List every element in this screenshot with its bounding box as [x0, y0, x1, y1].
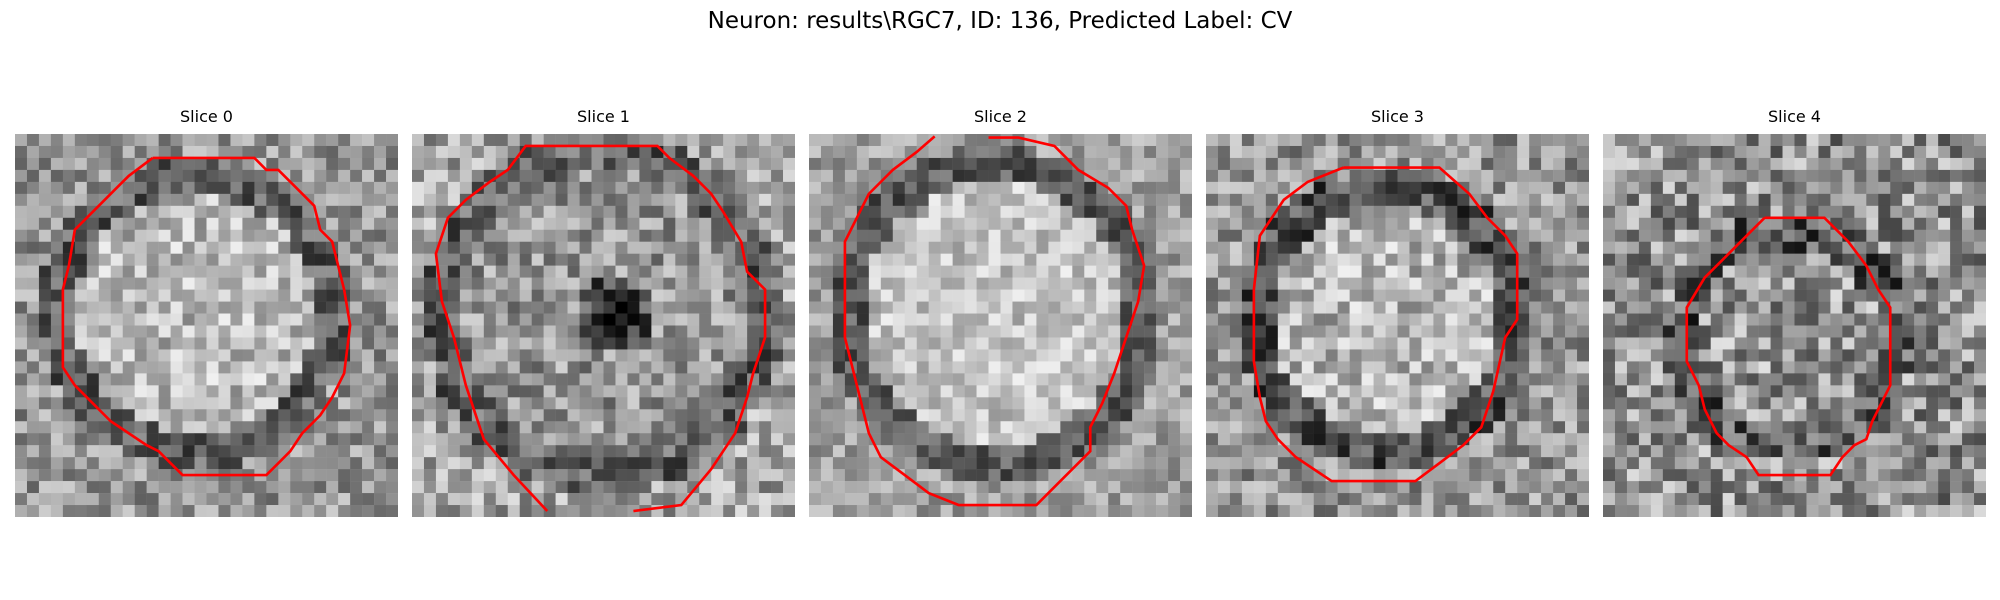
slice-panel-3: Slice 3 — [1206, 107, 1589, 517]
cell-contour — [1252, 166, 1519, 483]
cell-contour — [1685, 216, 1892, 477]
slice-image — [1603, 134, 1986, 517]
slice-title: Slice 4 — [1768, 107, 1821, 126]
slice-title: Slice 0 — [180, 107, 233, 126]
slice-title: Slice 2 — [974, 107, 1027, 126]
pixel-grid — [809, 134, 1192, 517]
slice-image — [809, 134, 1192, 517]
slice-panel-0: Slice 0 — [15, 107, 398, 517]
pixel-grid — [412, 134, 795, 517]
slice-panel-4: Slice 4 — [1603, 107, 1986, 517]
cell-contour — [434, 144, 767, 513]
slice-image — [412, 134, 795, 517]
slice-title: Slice 3 — [1371, 107, 1424, 126]
slice-title: Slice 1 — [577, 107, 630, 126]
pixel-grid — [1206, 134, 1589, 517]
pixel-grid — [15, 134, 398, 517]
cell-contour — [843, 135, 1146, 507]
pixel-grid — [1603, 134, 1986, 517]
slice-panel-2: Slice 2 — [809, 107, 1192, 517]
figure-title: Neuron: results\RGC7, ID: 136, Predicted… — [707, 8, 1293, 34]
cell-contour — [61, 156, 352, 477]
slice-image — [1206, 134, 1589, 517]
slice-image — [15, 134, 398, 517]
slice-panel-1: Slice 1 — [412, 107, 795, 517]
